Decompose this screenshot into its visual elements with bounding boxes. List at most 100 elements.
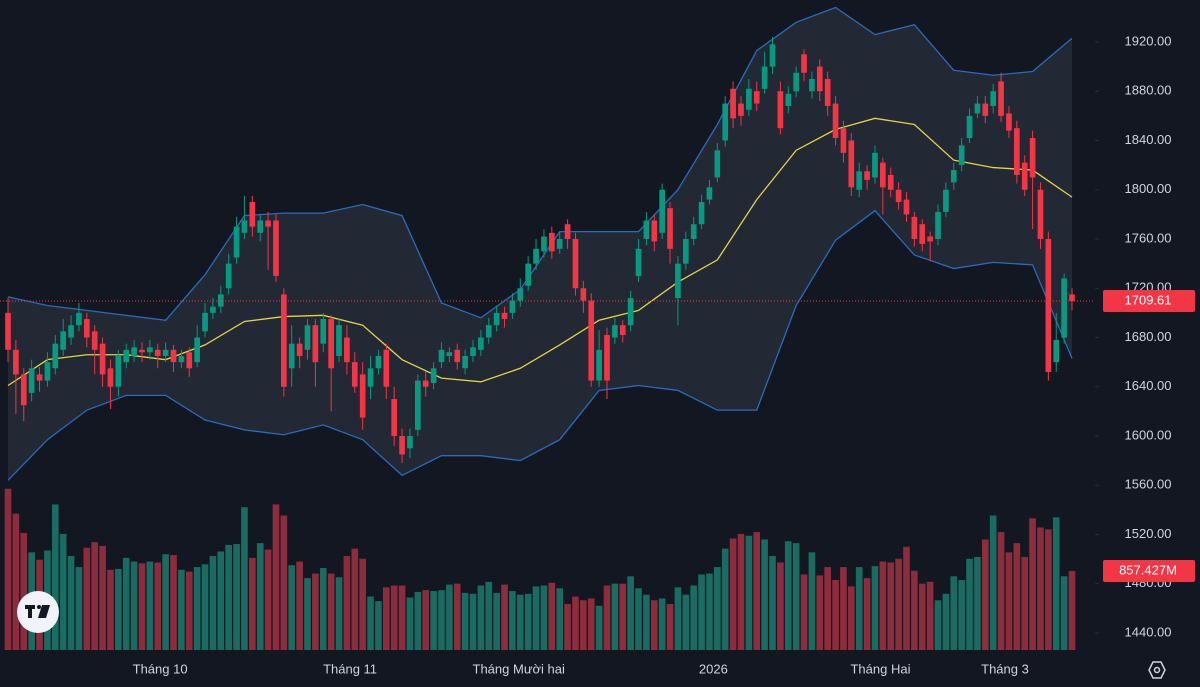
volume-bar	[67, 556, 75, 650]
candle-body	[572, 238, 579, 289]
volume-bar	[485, 581, 493, 650]
volume-bar	[107, 569, 114, 650]
candle-body	[312, 325, 319, 363]
candle-body	[20, 374, 27, 406]
volume-bar	[816, 575, 824, 650]
candle-body	[761, 66, 768, 89]
candle-body	[911, 216, 918, 239]
volume-bar	[383, 587, 390, 650]
candle-body	[1045, 238, 1052, 372]
volume-bar	[595, 605, 603, 650]
volume-bar	[170, 555, 177, 650]
candle-body	[493, 312, 500, 326]
candle-body	[478, 337, 484, 350]
y-tick-label: 1800.00	[1125, 181, 1172, 196]
x-tick-label: Tháng 11	[323, 661, 377, 676]
volume-bar	[446, 584, 453, 650]
settings-icon	[1153, 666, 1161, 674]
candle-body	[217, 294, 224, 307]
candle-body	[5, 312, 11, 350]
volume-bar	[178, 569, 185, 650]
candle-body	[36, 374, 43, 381]
candle-body	[690, 224, 697, 239]
candle-body	[383, 349, 390, 387]
band-middle	[7, 117, 1073, 387]
candle-body	[162, 349, 169, 356]
volume-bar	[879, 561, 887, 650]
logo-part	[38, 605, 50, 618]
volume-bar	[272, 504, 280, 650]
volume-bar	[792, 543, 800, 650]
candle-body	[556, 238, 563, 249]
time-axis-bg	[0, 650, 1200, 687]
volume-bar	[1045, 529, 1052, 650]
candle-body	[233, 226, 240, 258]
volume-bar	[769, 556, 776, 650]
volume-bar	[784, 541, 792, 650]
volume-bar	[524, 593, 532, 650]
candle-body	[60, 331, 67, 350]
candle-body	[903, 199, 910, 215]
candle-body	[682, 238, 689, 264]
candle-body	[320, 319, 327, 344]
tv-logo[interactable]	[17, 591, 59, 633]
candle-body	[446, 352, 453, 356]
volume-bar	[422, 590, 430, 650]
candle-body	[351, 362, 358, 387]
candle-body	[375, 355, 382, 369]
candle-body	[359, 374, 366, 418]
settings-button[interactable]	[1148, 661, 1166, 679]
volume-bar	[319, 568, 327, 650]
candle-body	[801, 54, 807, 73]
candle-body	[588, 300, 595, 381]
volume-bar	[217, 551, 225, 650]
y-tick-label: 1840.00	[1125, 132, 1172, 147]
volume-bar	[327, 573, 335, 650]
volume-bar	[75, 567, 83, 650]
candle-body	[856, 171, 863, 190]
candle-body	[186, 352, 193, 369]
candle-body	[115, 355, 122, 387]
volume-bar	[674, 587, 682, 650]
volume-bar	[59, 533, 67, 650]
candle-body	[154, 349, 161, 356]
volume-bar	[824, 567, 831, 650]
candle-body	[935, 211, 941, 239]
volume-bar	[438, 590, 445, 650]
volume-bar	[848, 586, 855, 650]
volume-bar	[225, 544, 232, 650]
candle-body	[509, 300, 516, 313]
volume-bar	[138, 563, 146, 650]
volume-bar	[666, 603, 674, 650]
volume-bar	[91, 542, 99, 650]
last-price-box	[1103, 290, 1195, 313]
logo-part	[28, 605, 32, 618]
volume-bar	[493, 592, 500, 650]
last-price-label: 1709.61	[1125, 292, 1172, 307]
volume-bar	[304, 578, 311, 650]
y-tick-label: 1880.00	[1125, 83, 1172, 98]
candle-body	[619, 325, 626, 336]
volume-bar	[690, 585, 697, 650]
candle-body	[1053, 339, 1060, 363]
volume-bar	[548, 582, 556, 650]
volume-bar	[256, 543, 264, 650]
candle-body	[974, 103, 981, 114]
volume-label-box	[1103, 560, 1195, 583]
candle-body	[824, 78, 831, 107]
volume-bar	[855, 567, 863, 650]
candle-body	[241, 220, 248, 233]
volume-bar	[154, 562, 162, 650]
candle-body	[848, 140, 855, 188]
volume-bar	[903, 546, 910, 650]
volume-bar	[312, 573, 319, 650]
volume-bar	[20, 532, 28, 650]
volume-bar	[1060, 576, 1068, 650]
candle-body	[470, 347, 476, 356]
candle-body	[958, 145, 965, 166]
candle-body	[517, 288, 524, 301]
volume-bar	[1029, 518, 1036, 650]
candle-body	[738, 103, 744, 116]
volume-bar	[989, 515, 997, 650]
